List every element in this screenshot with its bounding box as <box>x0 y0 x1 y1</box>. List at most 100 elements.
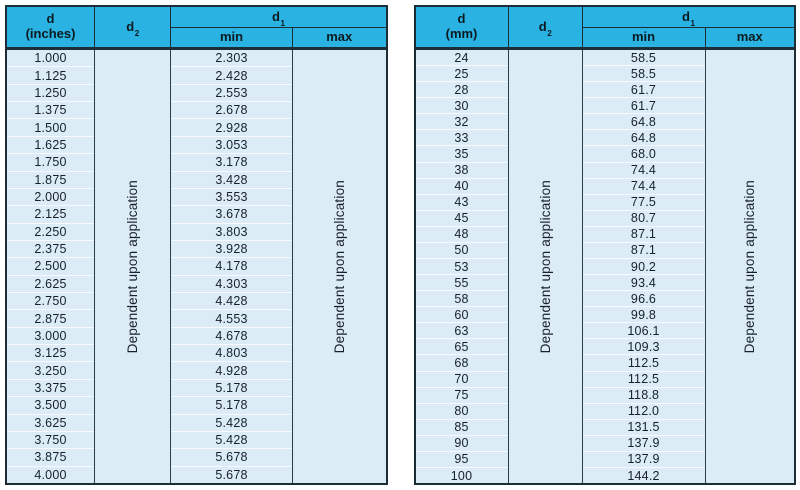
d-value-cell: 2.750 <box>7 293 94 311</box>
d-value-cell: 4.000 <box>34 467 67 482</box>
d2-column-header: d2 <box>95 7 171 47</box>
d-value-cell: 70 <box>415 372 508 388</box>
min-value-cell: 118.8 <box>582 388 705 404</box>
min-value-cell: 3.678 <box>171 206 292 224</box>
min-value-cell: 58.5 <box>582 66 705 83</box>
d-value-cell: 2.625 <box>7 276 94 294</box>
min-value-cell: 5.678 <box>171 449 292 467</box>
max-note-inches: Dependent upon application <box>331 179 347 354</box>
d-value-cell: 55 <box>415 275 508 292</box>
d2-column-mm: Dependent upon application <box>509 50 583 483</box>
min-value-cell: 74.4 <box>582 163 705 179</box>
max-column-header: max <box>736 29 763 45</box>
d-value-cell: 3.000 <box>7 328 94 346</box>
min-value-cell: 2.928 <box>171 119 292 137</box>
min-value-cell: 3.428 <box>171 172 292 189</box>
max-column-mm: Dependent upon application <box>706 50 795 483</box>
min-column-mm: 58.5 58.5 61.7 61.7 64.8 64.8 68.0 74.4 74.4 77.5… <box>582 50 706 483</box>
min-value-cell: 64.8 <box>582 130 705 147</box>
d-value-cell: 2.375 <box>7 241 94 259</box>
d-value-cell: 3.250 <box>7 362 94 380</box>
d-value-cell: 2.875 <box>7 310 94 328</box>
min-value-cell: 3.178 <box>171 154 292 172</box>
d-value-cell: 2.125 <box>7 206 94 224</box>
min-value-cell: 3.053 <box>171 137 292 155</box>
max-column-inches: Dependent upon application <box>293 50 386 483</box>
d-value-cell: 1.750 <box>7 154 94 172</box>
min-value-cell: 4.303 <box>171 276 292 294</box>
d-value-cell: 48 <box>415 227 508 243</box>
d1-group-header: d1 <box>171 7 386 28</box>
mm-table-header: d (mm) d2 d1 min max <box>415 7 794 50</box>
d-value-cell: 80 <box>415 404 508 420</box>
max-column-header: max <box>326 29 353 45</box>
min-value-cell: 4.678 <box>171 328 292 346</box>
d-label: d <box>457 11 466 27</box>
min-value-cell: 4.553 <box>171 310 292 328</box>
mm-table: d (mm) d2 d1 min max 24 25 28 30 32 33 35 38 40 4… <box>413 5 796 485</box>
min-value-cell: 74.4 <box>582 179 705 195</box>
min-value-cell: 2.553 <box>171 85 292 103</box>
min-value-cell: 137.9 <box>582 436 705 452</box>
min-value-cell: 99.8 <box>582 307 705 324</box>
min-value-cell: 5.178 <box>171 380 292 398</box>
min-value-cell: 112.0 <box>582 404 705 420</box>
d-value-cell: 35 <box>415 146 508 163</box>
min-value-cell: 2.303 <box>171 50 292 68</box>
min-value-cell: 87.1 <box>582 227 705 243</box>
min-value-cell: 4.178 <box>171 258 292 276</box>
min-column-header: min <box>583 28 706 47</box>
d1-group-header: d1 <box>582 7 794 28</box>
min-value-cell: 3.553 <box>171 189 292 207</box>
min-value-cell: 3.928 <box>171 241 292 259</box>
d-value-cell: 2.500 <box>7 258 94 276</box>
d-value-cell: 60 <box>415 307 508 324</box>
d2-column-inches: Dependent upon application <box>95 50 171 483</box>
d-value-cell: 3.875 <box>7 449 94 467</box>
d-value-cell: 3.375 <box>7 380 94 398</box>
d-value-cell: 38 <box>415 163 508 179</box>
d-column-mm: 24 25 28 30 32 33 35 38 40 43 45 48 50 53 55 58 60 63 65 68… <box>415 50 509 483</box>
min-value-cell: 4.928 <box>171 362 292 380</box>
d-value-cell: 1.625 <box>7 137 94 155</box>
min-value-cell: 5.178 <box>171 397 292 415</box>
min-column-inches: 2.303 2.428 2.553 2.678 2.928 3.053 3.178 3.428… <box>171 50 293 483</box>
d-value-cell: 1.125 <box>7 67 94 85</box>
inches-table-body: 1.000 1.125 1.250 1.375 1.500 1.625 1.750 1.875… <box>7 50 386 483</box>
d-value-cell: 24 <box>415 50 508 67</box>
min-value-cell: 5.428 <box>171 415 292 432</box>
min-column-header: min <box>171 28 293 47</box>
d-value-cell: 95 <box>415 452 508 469</box>
d-column-inches: 1.000 1.125 1.250 1.375 1.500 1.625 1.750 1.875… <box>7 50 95 483</box>
d1-label: d1 <box>682 8 695 28</box>
min-value-cell: 64.8 <box>582 114 705 131</box>
d-value-cell: 25 <box>415 66 508 83</box>
d-value-cell: 32 <box>415 114 508 131</box>
d-value-cell: 1.375 <box>7 102 94 120</box>
d-value-cell: 53 <box>415 259 508 276</box>
mm-table-body: 24 25 28 30 32 33 35 38 40 43 45 48 50 53 55 58 60 63 65 68… <box>415 50 795 483</box>
min-value-cell: 112.5 <box>582 372 705 388</box>
d-value-cell: 1.000 <box>7 50 94 68</box>
d-value-cell: 1.250 <box>7 85 94 103</box>
d-value-cell: 3.500 <box>7 397 94 415</box>
d-value-cell: 3.625 <box>7 415 94 432</box>
d1-label: d1 <box>272 8 285 28</box>
d-value-cell: 45 <box>415 211 508 227</box>
d-value-cell: 85 <box>415 420 508 436</box>
min-value-cell: 2.678 <box>171 102 292 120</box>
min-value-cell: 87.1 <box>582 243 705 260</box>
d-value-cell: 3.125 <box>7 345 94 363</box>
d-value-cell: 1.875 <box>7 172 94 189</box>
min-value-cell: 137.9 <box>582 452 705 469</box>
min-value-cell: 61.7 <box>582 82 705 99</box>
d-value-cell: 100 <box>450 468 473 483</box>
d-value-cell: 75 <box>415 388 508 404</box>
d-value-cell: 2.250 <box>7 224 94 241</box>
d-value-cell: 65 <box>415 339 508 356</box>
max-note-mm: Dependent upon application <box>742 179 758 354</box>
min-value-cell: 4.803 <box>171 345 292 363</box>
min-value-cell: 96.6 <box>582 291 705 308</box>
d-label: d <box>46 11 55 27</box>
